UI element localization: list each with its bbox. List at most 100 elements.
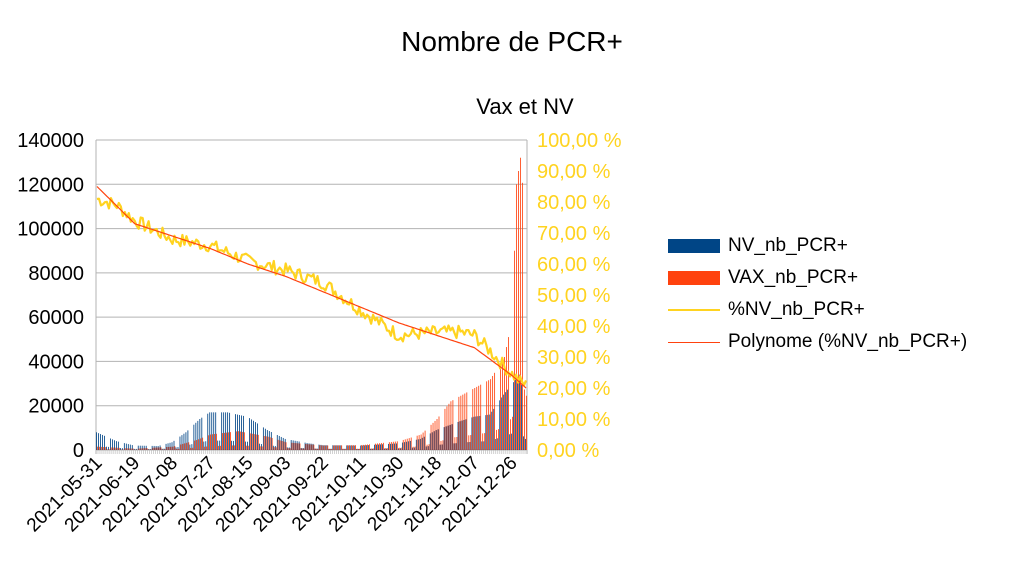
bar-nv xyxy=(469,442,471,450)
bar-nv xyxy=(358,448,360,450)
legend-swatch-vax xyxy=(668,271,720,285)
bar-vax xyxy=(516,184,517,450)
y-right-tick-label: 20,00 % xyxy=(537,378,611,400)
bar-vax xyxy=(144,448,146,450)
bar-vax xyxy=(416,435,418,450)
bar-vax xyxy=(523,389,525,450)
bar-nv xyxy=(388,443,389,450)
bar-vax xyxy=(363,444,364,450)
bar-vax xyxy=(96,446,98,450)
bar-vax xyxy=(198,439,200,450)
bar-nv xyxy=(415,439,417,450)
y-left-tick-label: 40000 xyxy=(28,351,84,373)
bar-vax xyxy=(212,434,213,450)
bar-nv xyxy=(258,443,260,450)
bar-vax xyxy=(388,442,390,450)
bar-nv xyxy=(104,435,105,450)
bar-nv xyxy=(398,448,399,450)
bar-vax xyxy=(194,440,196,450)
bar-vax xyxy=(255,434,257,450)
legend-swatch-pct xyxy=(668,309,720,311)
y-right-tick-label: 40,00 % xyxy=(537,316,611,338)
bar-nv xyxy=(374,444,376,450)
bar-vax xyxy=(406,438,408,450)
bar-nv xyxy=(117,441,119,450)
bar-nv xyxy=(163,448,165,450)
bar-vax xyxy=(148,449,150,450)
bar-vax xyxy=(200,438,202,450)
bar-vax xyxy=(430,424,432,450)
bar-vax xyxy=(146,448,148,450)
bar-vax xyxy=(106,449,108,450)
bar-vax xyxy=(333,445,335,450)
bar-nv xyxy=(177,446,179,450)
bar-nv xyxy=(284,438,286,450)
bar-nv xyxy=(348,445,350,450)
bar-vax xyxy=(510,419,511,450)
bar-nv xyxy=(443,427,445,450)
bar-nv xyxy=(511,433,513,450)
bar-nv xyxy=(302,448,304,450)
bar-vax xyxy=(186,442,188,450)
bar-nv xyxy=(106,446,107,450)
bar-nv xyxy=(405,441,407,450)
bar-vax xyxy=(230,432,231,450)
bar-nv xyxy=(173,440,175,450)
bar-vax xyxy=(466,392,468,450)
bar-nv xyxy=(384,448,385,450)
bar-vax xyxy=(373,448,374,450)
bar-nv xyxy=(133,448,135,450)
bar-vax xyxy=(190,447,192,450)
bar-nv xyxy=(521,385,522,450)
bar-nv xyxy=(332,445,334,450)
bar-vax xyxy=(249,433,251,450)
bar-vax xyxy=(402,439,404,450)
bar-nv xyxy=(409,440,411,450)
bar-nv xyxy=(392,443,393,450)
bar-vax xyxy=(494,372,496,450)
bar-vax xyxy=(375,443,376,450)
bar-vax xyxy=(478,385,480,450)
bar-nv xyxy=(288,447,290,450)
legend-label-pct: %NV_nb_PCR+ xyxy=(728,299,865,320)
bar-vax xyxy=(380,443,382,450)
y-right-tick-label: 100,00 % xyxy=(537,130,622,152)
bar-vax xyxy=(311,444,313,450)
legend-swatch-nv xyxy=(668,239,720,253)
bar-nv xyxy=(346,445,348,450)
bar-nv xyxy=(352,445,354,450)
bar-nv xyxy=(108,446,109,450)
bar-nv xyxy=(245,441,246,450)
bar-vax xyxy=(214,434,215,450)
bar-vax xyxy=(108,449,110,450)
bar-vax xyxy=(486,381,488,450)
bar-vax xyxy=(261,446,263,450)
bar-vax xyxy=(502,360,503,450)
bar-vax xyxy=(243,432,245,450)
bar-vax xyxy=(291,442,293,450)
bar-nv xyxy=(179,436,181,450)
bar-vax xyxy=(377,443,378,450)
bar-vax xyxy=(321,445,323,450)
bar-vax xyxy=(226,432,227,450)
bar-nv xyxy=(497,438,499,450)
bar-nv xyxy=(127,444,129,450)
bar-nv xyxy=(227,412,229,450)
bar-vax xyxy=(349,445,351,450)
bar-vax xyxy=(480,384,482,450)
bar-nv xyxy=(296,441,298,450)
bar-vax xyxy=(279,440,281,450)
bar-vax xyxy=(468,435,470,450)
bar-nv xyxy=(211,412,213,450)
bar-nv xyxy=(328,448,330,450)
bar-vax xyxy=(120,449,122,450)
y-left-tick-label: 120000 xyxy=(17,174,84,196)
bar-vax xyxy=(218,445,219,450)
y-right-tick-label: 50,00 % xyxy=(537,285,611,307)
y-right-tick-label: 90,00 % xyxy=(537,161,611,183)
bar-vax xyxy=(341,445,343,450)
bar-nv xyxy=(135,448,137,450)
bar-vax xyxy=(410,437,412,450)
bar-nv xyxy=(376,444,378,450)
bar-nv xyxy=(382,444,383,450)
